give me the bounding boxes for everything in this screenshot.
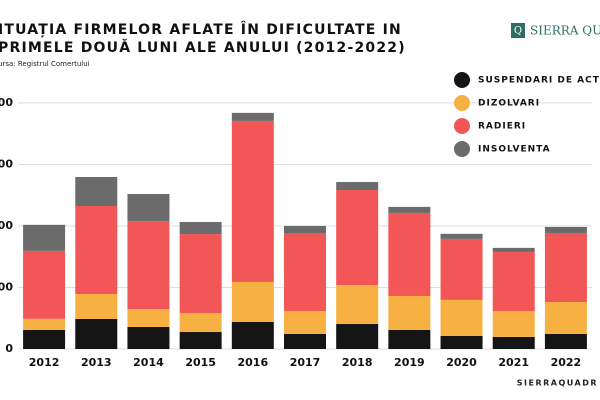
legend-marker: [454, 118, 470, 134]
bar-segment: [231, 281, 274, 322]
footer: SIERRAQUADR: [517, 379, 598, 388]
bar-segment: [231, 112, 274, 121]
bar-segment: [388, 206, 431, 213]
y-tick-label: 000: [0, 219, 13, 232]
subtitle: ursa: Registrul Comertului: [0, 60, 90, 68]
legend-marker: [454, 72, 470, 88]
bar-segment: [388, 295, 431, 330]
bar-segment: [492, 310, 535, 337]
x-tick-label: 2016: [238, 356, 269, 369]
chart-title: ITUAȚIA FIRMELOR AFLATE ÎN DIFICULTATE I…: [0, 21, 402, 38]
bar-segment: [388, 212, 431, 296]
bar-segment: [231, 120, 274, 282]
y-tick-label: 000: [0, 280, 13, 293]
bar-segment: [284, 232, 326, 311]
bar-segment: [23, 329, 66, 349]
bar-segment: [544, 232, 587, 302]
x-tick-label: 2012: [29, 356, 60, 369]
bar-segment: [336, 285, 379, 325]
x-tick-label: 2019: [394, 356, 425, 369]
brand: SIERRA QUAD: [530, 24, 600, 38]
bar-segment: [127, 193, 170, 222]
bar-segment: [179, 313, 222, 333]
bar-segment: [75, 176, 118, 207]
bar-segment: [336, 324, 379, 349]
bar-segment: [179, 222, 222, 235]
x-tick-label: 2021: [498, 356, 529, 369]
bar-segment: [75, 294, 118, 319]
bar-segment: [284, 333, 326, 349]
logo: [511, 23, 525, 38]
legend-label: INSOLVENTA: [478, 145, 551, 155]
bar-segment: [544, 333, 587, 349]
x-tick-label: 2018: [342, 356, 373, 369]
bar-segment: [440, 335, 483, 349]
legend-marker: [454, 95, 470, 111]
bar-segment: [75, 206, 118, 295]
legend-label: DIZOLVARI: [478, 99, 540, 109]
bar-segment: [179, 234, 222, 314]
bar-segment: [544, 226, 587, 233]
legend-label: SUSPENDARI DE ACTIVITA: [478, 76, 600, 86]
chart-title: PRIMELE DOUĂ LUNI ALE ANULUI (2012-2022): [0, 38, 406, 56]
bar-segment: [440, 238, 483, 300]
bar-segment: [284, 310, 326, 334]
bar-segment: [492, 336, 535, 349]
bar-segment: [179, 332, 222, 349]
x-tick-label: 2015: [185, 356, 216, 369]
bar-segment: [440, 299, 483, 336]
x-tick-label: 2017: [290, 356, 321, 369]
x-tick-label: 2013: [81, 356, 112, 369]
bar-segment: [492, 247, 535, 252]
bar-segment: [388, 329, 431, 349]
bar-segment: [492, 251, 535, 311]
legend-marker: [454, 141, 470, 157]
bar-segment: [440, 233, 483, 239]
x-tick-label: 2014: [133, 356, 164, 369]
bar-segment: [231, 321, 274, 349]
bar-segment: [75, 318, 118, 349]
bar-segment: [336, 190, 379, 286]
x-tick-label: 2022: [551, 356, 582, 369]
y-tick-label: 0: [5, 342, 13, 355]
bar-segment: [127, 309, 170, 327]
bar-segment: [284, 225, 326, 233]
x-tick-label: 2020: [446, 356, 477, 369]
bar-segment: [23, 250, 66, 319]
bar-segment: [23, 224, 66, 251]
bar-segment: [544, 301, 587, 334]
legend-label: RADIERI: [478, 122, 526, 132]
bar-segment: [127, 326, 170, 349]
bar-segment: [127, 221, 170, 310]
bar-segment: [23, 318, 66, 330]
logo-letter: Q: [514, 26, 522, 37]
bar-segment: [336, 182, 379, 191]
